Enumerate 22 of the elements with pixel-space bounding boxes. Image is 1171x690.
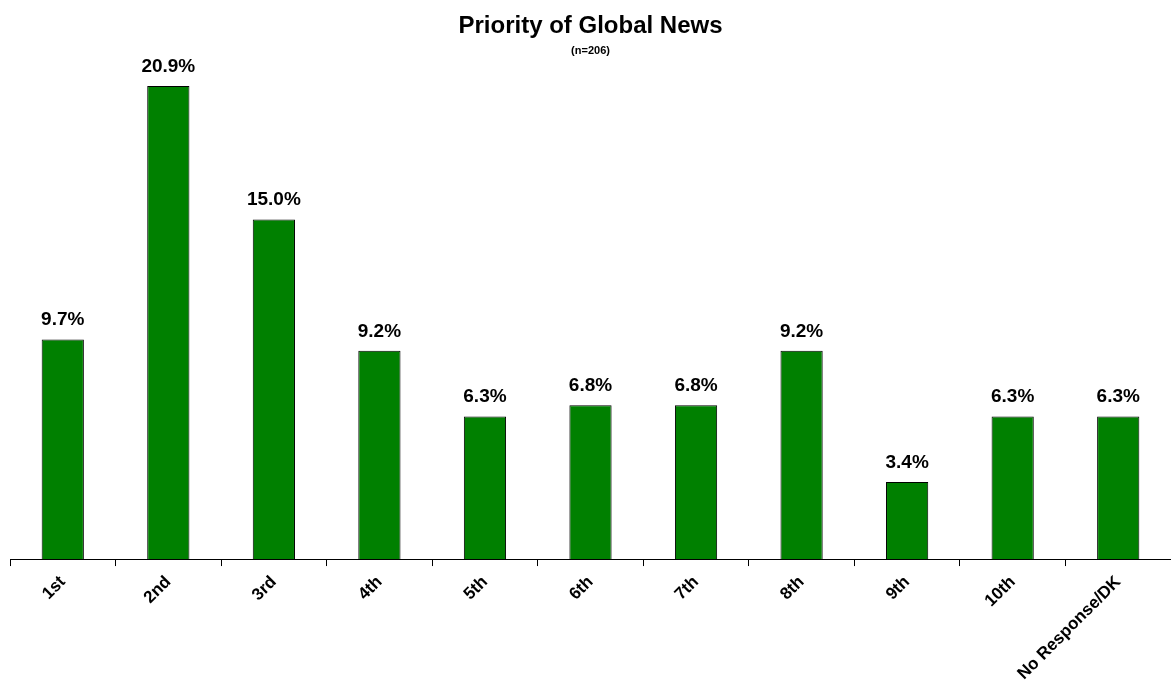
x-tick-label: 9th [881,571,914,604]
x-tick-label: 10th [980,571,1019,611]
data-label: 6.8% [568,373,613,395]
data-label: 15.0% [246,188,301,210]
data-label: 6.3% [1096,385,1140,407]
data-label: 9.7% [41,308,85,330]
data-label: 3.4% [885,450,929,472]
x-tick-label: 6th [565,571,597,604]
data-label: 6.3% [463,385,507,407]
x-tick-label: 7th [670,571,703,604]
x-tick-label: 8th [776,571,808,604]
data-label: 9.2% [779,319,824,341]
data-label: 6.3% [991,385,1035,407]
x-tick-label: 3rd [247,571,281,605]
data-label: 20.9% [141,54,196,76]
x-tick-label: 5th [459,571,492,604]
chart-subtitle: (n=206) [571,44,611,57]
chart-title: Priority of Global News [458,11,723,39]
x-tick-label: 1st [38,571,70,603]
data-label: 6.8% [674,373,718,395]
x-tick-label: 4th [354,571,386,604]
data-label: 9.2% [357,319,402,341]
